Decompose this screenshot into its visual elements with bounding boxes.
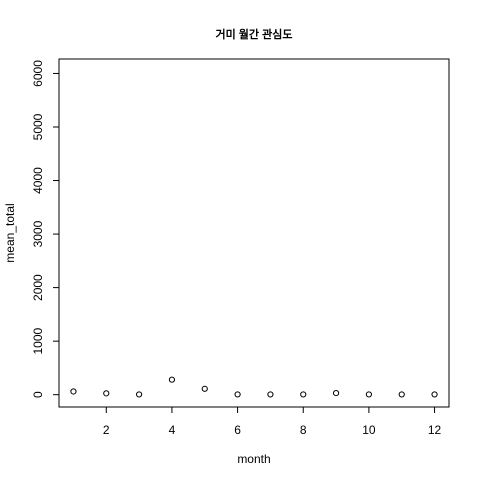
data-points <box>70 376 438 398</box>
x-tick-label: 8 <box>300 423 307 437</box>
y-axis: 0 1000 2000 3000 4000 5000 6000 <box>31 60 59 398</box>
data-point <box>136 391 143 398</box>
x-tick-label: 10 <box>362 423 376 437</box>
x-tick-label: 4 <box>169 423 176 437</box>
x-tick-label: 6 <box>234 423 241 437</box>
data-point <box>267 391 274 398</box>
data-point <box>398 391 405 398</box>
data-point <box>431 391 438 398</box>
x-tick-label: 2 <box>103 423 110 437</box>
y-tick-label: 3000 <box>31 220 45 247</box>
data-point <box>365 391 372 398</box>
data-point <box>332 389 340 397</box>
x-tick-label: 12 <box>428 423 442 437</box>
data-point <box>234 391 241 398</box>
y-tick-label: 0 <box>31 391 45 398</box>
plot-box <box>58 58 450 408</box>
x-axis: 2 4 6 8 10 12 <box>103 407 442 437</box>
y-tick-label: 2000 <box>31 274 45 301</box>
data-point <box>168 376 176 383</box>
data-point <box>70 388 77 395</box>
y-tick-label: 4000 <box>31 167 45 194</box>
x-axis-label: month <box>237 452 270 466</box>
data-point <box>300 391 307 398</box>
data-point <box>201 385 208 392</box>
y-tick-label: 6000 <box>31 60 45 87</box>
data-point <box>103 390 110 397</box>
y-axis-label: mean_total <box>3 203 17 262</box>
y-tick-label: 5000 <box>31 113 45 140</box>
y-tick-label: 1000 <box>31 327 45 354</box>
chart-title: 거미 월간 관심도 <box>216 27 293 41</box>
